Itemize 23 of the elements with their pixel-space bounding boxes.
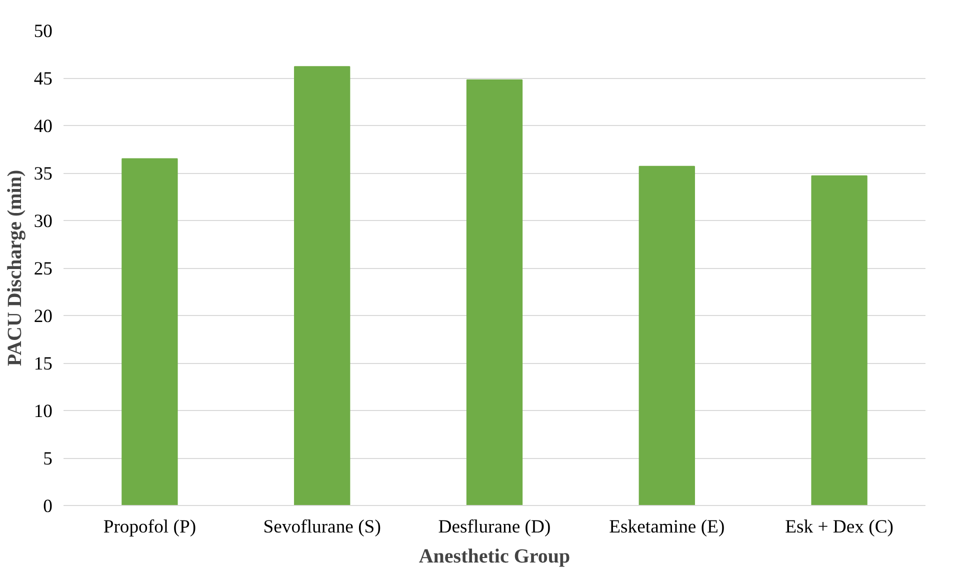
y-tick-label: 35	[34, 164, 52, 184]
y-tick-label: 0	[43, 496, 52, 517]
bar	[122, 158, 178, 506]
bar	[811, 175, 868, 506]
y-tick-label: 15	[34, 354, 52, 374]
y-tick-label: 5	[43, 448, 52, 470]
x-tick-label: Propofol (P)	[103, 516, 196, 538]
y-tick-label: 30	[34, 211, 52, 232]
x-tick-label: Sevoflurane (S)	[263, 516, 381, 538]
y-tick-label: 25	[34, 258, 52, 280]
x-tick-label: Esk + Dex (C)	[785, 516, 894, 538]
x-tick-label: Desflurane (D)	[438, 516, 551, 538]
y-tick-label: 10	[34, 401, 52, 422]
bar	[294, 66, 350, 506]
x-tick-label: Esketamine (E)	[609, 516, 725, 538]
x-axis-title: Anesthetic Group	[418, 546, 570, 568]
y-axis-title: PACU Discharge (min)	[4, 170, 26, 366]
y-tick-label: 45	[34, 68, 52, 90]
y-tick-label: 50	[34, 21, 52, 42]
bar	[466, 79, 523, 506]
bar	[638, 166, 695, 506]
y-tick-label: 40	[34, 116, 52, 137]
y-tick-label: 20	[34, 306, 52, 327]
